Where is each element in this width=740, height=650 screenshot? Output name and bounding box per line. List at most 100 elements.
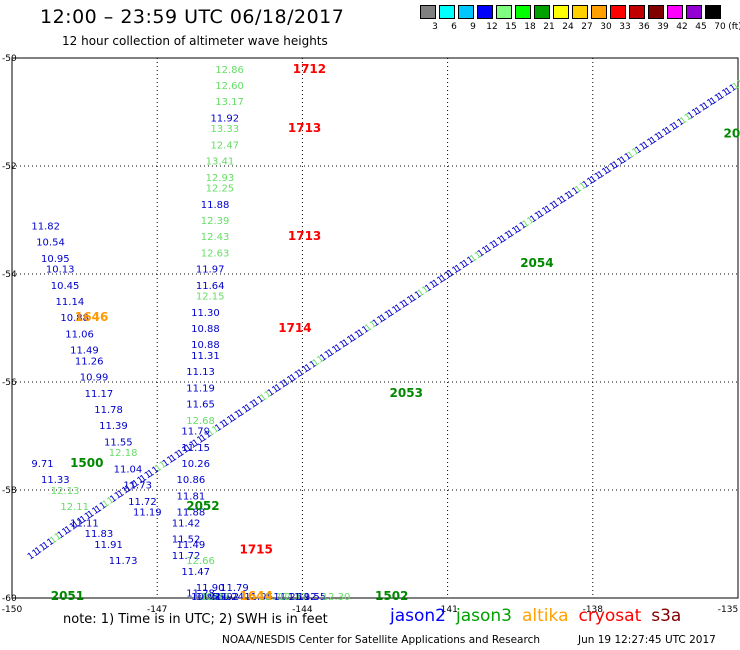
swh-value-label: 10.92	[210, 592, 239, 603]
legend-label: 18	[524, 22, 536, 32]
legend-label: 39	[657, 22, 669, 32]
swh-value-label: 11.06	[65, 329, 94, 340]
swh-value-label: 12.18	[109, 448, 138, 459]
swh-value-label: 11.83	[85, 529, 114, 540]
pass-time-label: 2052	[186, 499, 219, 513]
swh-value-label: 13.33	[210, 124, 239, 135]
swh-value-label: 11.25	[273, 592, 302, 603]
legend-swatch	[534, 5, 550, 19]
legend-label: 9	[470, 22, 476, 32]
swh-value-label: 9.71	[31, 459, 53, 470]
pass-time-label: 1712	[293, 62, 326, 76]
swh-value-label: 10.88	[191, 340, 220, 351]
swh-value-label: 12.15	[196, 292, 225, 303]
credit-line: NOAA/NESDIS Center for Satellite Applica…	[222, 634, 540, 646]
swh-value-label: 12.22	[259, 592, 288, 603]
legend-swatch	[705, 5, 721, 19]
swh-value-label: 11.79	[181, 427, 210, 438]
swh-value-label: 12.47	[210, 140, 239, 151]
grid-lines	[12, 58, 738, 598]
swh-value-label: 11.30	[191, 308, 220, 319]
x-tick-label: -138	[583, 605, 604, 615]
swh-value-label: 10.45	[51, 281, 80, 292]
swh-value-label: 11.26	[75, 356, 104, 367]
swh-value-label: 12.60	[215, 81, 244, 92]
swh-value-label: 12.43	[201, 232, 230, 243]
swh-value-label: 11.55	[104, 437, 133, 448]
swh-value-label: 11.33	[41, 475, 70, 486]
swh-value-label: 11.13	[186, 367, 215, 378]
satellite-jason2: jason2	[390, 606, 446, 626]
legend-label: 6	[451, 22, 457, 32]
swh-value-label: 11.49	[70, 346, 99, 357]
legend-label: 27	[581, 22, 593, 32]
y-tick-label: -54	[2, 270, 17, 280]
legend-label: 36	[638, 22, 650, 32]
swh-value-label: 11.11	[70, 518, 99, 529]
legend-label: 15	[505, 22, 517, 32]
pass-time-label: 1646	[75, 310, 108, 324]
y-tick-label: -52	[2, 162, 17, 172]
y-tick-label: -56	[2, 378, 17, 388]
plot-frame	[11, 57, 739, 599]
swh-value-label: 12.30	[322, 592, 351, 603]
pass-time-label: 1714	[278, 321, 311, 335]
swh-value-label: 11.24	[215, 592, 244, 603]
swh-value-label: 11.78	[94, 405, 123, 416]
swh-value-label: 11.73	[109, 556, 138, 567]
pass-time-label: 1644	[239, 589, 272, 603]
y-tick-label: -58	[2, 486, 17, 496]
legend-label: 30	[600, 22, 612, 32]
swh-value-label: 10.26	[181, 459, 210, 470]
swh-value-label: 11.39	[99, 421, 128, 432]
swh-value-label: 11.95	[244, 592, 273, 603]
pass-time-label: 1713	[288, 229, 321, 243]
swh-value-label: 11.92	[288, 592, 317, 603]
swh-value-label: 11.88	[177, 508, 206, 519]
legend-swatch	[610, 5, 626, 19]
legend-swatch	[629, 5, 645, 19]
swh-value-label: 12.66	[186, 556, 215, 567]
axis-ticks: -150 -147 -144 -141 -138 -135 -50 -52 -54 -56 -58 -…	[2, 54, 738, 615]
swh-value-label: 11.90	[196, 583, 225, 594]
swh-value-label: 12.68	[186, 416, 215, 427]
x-tick-label: -141	[437, 605, 457, 615]
swh-value-label: 11.81	[177, 491, 206, 502]
pass-time-label: 2053	[390, 386, 423, 400]
swh-value-label: 11.79	[220, 583, 249, 594]
timestamp: Jun 19 12:27:45 UTC 2017	[578, 634, 716, 646]
swh-value-label: 12.25	[206, 184, 235, 195]
swh-value-label: 11.64	[196, 281, 225, 292]
swh-value-label: 11.15	[181, 443, 210, 454]
swh-value-label: 11.14	[56, 297, 85, 308]
swh-value-label: 10.95	[41, 254, 70, 265]
legend-label: 12	[486, 22, 498, 32]
swh-value-label: 12.22	[196, 592, 225, 603]
swh-value-label: 11.28	[186, 589, 215, 600]
swh-value-label: 11.42	[172, 518, 201, 529]
legend-swatch	[667, 5, 683, 19]
legend-label: 42	[676, 22, 688, 32]
legend-label: 21	[543, 22, 555, 32]
swh-value-label: 11.49	[177, 540, 206, 551]
legend-swatch	[648, 5, 664, 19]
swh-value-label: 12.37	[201, 592, 230, 603]
legend-swatch	[458, 5, 474, 19]
swh-value-label: 11.17	[85, 389, 114, 400]
data-marks: 12.8612.6013.1711.9213.3312.4713.4112.93…	[26, 62, 740, 603]
legend-label: 70	[714, 22, 726, 32]
pass-time-label: 2051	[51, 589, 84, 603]
legend-label: 45	[695, 22, 707, 32]
swh-value-label: 10.88	[191, 324, 220, 335]
legend-label: 33	[619, 22, 631, 32]
swh-value-label: 12.86	[215, 65, 244, 76]
legend-label: 3	[432, 22, 438, 32]
pass-time-label: 1715	[239, 542, 272, 556]
swh-value-label: 12.39	[201, 216, 230, 227]
swh-value-label: 12.63	[201, 248, 230, 259]
swh-value-label: 11.55	[196, 592, 225, 603]
footer-note: note: 1) Time is in UTC; 2) SWH is in fe…	[63, 612, 328, 627]
swh-value-label: 13.17	[215, 97, 244, 108]
swh-value-label: 11.31	[191, 351, 220, 362]
